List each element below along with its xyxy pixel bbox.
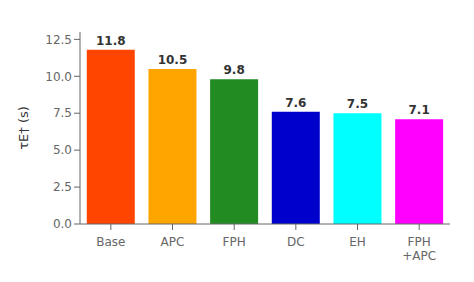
- svg-text:9.8: 9.8: [223, 63, 244, 77]
- svg-text:7.1: 7.1: [408, 103, 429, 117]
- svg-text:10.5: 10.5: [158, 53, 188, 67]
- svg-text:12.5: 12.5: [45, 33, 72, 47]
- svg-text:DC: DC: [287, 235, 305, 249]
- svg-text:FPH+APC: FPH+APC: [402, 235, 436, 263]
- svg-text:7.5: 7.5: [347, 97, 368, 111]
- svg-text:7.6: 7.6: [285, 96, 306, 110]
- svg-text:APC: APC: [161, 235, 185, 249]
- svg-text:7.5: 7.5: [53, 106, 72, 120]
- svg-text:EH: EH: [349, 235, 366, 249]
- svg-text:FPH: FPH: [223, 235, 246, 249]
- svg-text:τE† (s): τE† (s): [16, 106, 31, 150]
- svg-text:11.8: 11.8: [96, 34, 126, 48]
- svg-text:Base: Base: [96, 235, 125, 249]
- svg-text:0.0: 0.0: [53, 217, 72, 231]
- svg-text:10.0: 10.0: [45, 70, 72, 84]
- svg-text:2.5: 2.5: [53, 180, 72, 194]
- svg-text:5.0: 5.0: [53, 143, 72, 157]
